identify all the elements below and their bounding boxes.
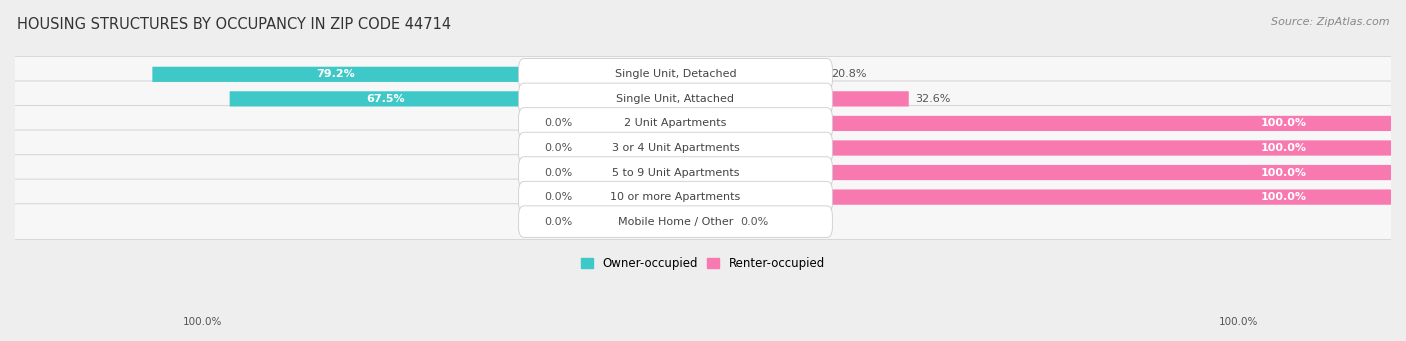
Text: 100.0%: 100.0% [183, 317, 222, 327]
FancyBboxPatch shape [579, 116, 675, 131]
Text: 67.5%: 67.5% [367, 94, 405, 104]
Text: 100.0%: 100.0% [1219, 317, 1258, 327]
FancyBboxPatch shape [519, 108, 832, 139]
Text: Mobile Home / Other: Mobile Home / Other [617, 217, 733, 227]
FancyBboxPatch shape [579, 165, 675, 180]
Text: 0.0%: 0.0% [544, 143, 572, 153]
FancyBboxPatch shape [11, 81, 1395, 117]
Text: Source: ZipAtlas.com: Source: ZipAtlas.com [1271, 17, 1389, 27]
FancyBboxPatch shape [11, 154, 1395, 190]
FancyBboxPatch shape [579, 190, 675, 205]
FancyBboxPatch shape [675, 116, 1391, 131]
FancyBboxPatch shape [152, 67, 675, 82]
Text: 0.0%: 0.0% [544, 167, 572, 178]
FancyBboxPatch shape [229, 91, 675, 106]
FancyBboxPatch shape [519, 181, 832, 213]
Text: 0.0%: 0.0% [544, 118, 572, 129]
FancyBboxPatch shape [11, 105, 1395, 142]
Text: 79.2%: 79.2% [316, 69, 354, 79]
Text: 100.0%: 100.0% [1261, 118, 1306, 129]
FancyBboxPatch shape [675, 91, 908, 106]
Text: 10 or more Apartments: 10 or more Apartments [610, 192, 741, 202]
Text: 100.0%: 100.0% [1261, 167, 1306, 178]
Text: Single Unit, Attached: Single Unit, Attached [616, 94, 734, 104]
FancyBboxPatch shape [675, 67, 824, 82]
FancyBboxPatch shape [675, 140, 1391, 155]
FancyBboxPatch shape [519, 59, 832, 90]
Text: 32.6%: 32.6% [915, 94, 950, 104]
FancyBboxPatch shape [675, 165, 1391, 180]
Legend: Owner-occupied, Renter-occupied: Owner-occupied, Renter-occupied [576, 252, 830, 275]
Text: 5 to 9 Unit Apartments: 5 to 9 Unit Apartments [612, 167, 740, 178]
FancyBboxPatch shape [579, 214, 675, 229]
Text: 0.0%: 0.0% [740, 217, 769, 227]
Text: 3 or 4 Unit Apartments: 3 or 4 Unit Apartments [612, 143, 740, 153]
Text: HOUSING STRUCTURES BY OCCUPANCY IN ZIP CODE 44714: HOUSING STRUCTURES BY OCCUPANCY IN ZIP C… [17, 17, 451, 32]
FancyBboxPatch shape [675, 190, 1391, 205]
Text: 100.0%: 100.0% [1261, 192, 1306, 202]
FancyBboxPatch shape [519, 132, 832, 164]
FancyBboxPatch shape [11, 204, 1395, 239]
Text: 0.0%: 0.0% [544, 217, 572, 227]
FancyBboxPatch shape [519, 83, 832, 115]
FancyBboxPatch shape [579, 140, 675, 155]
FancyBboxPatch shape [11, 130, 1395, 166]
FancyBboxPatch shape [519, 206, 832, 237]
FancyBboxPatch shape [11, 179, 1395, 215]
Text: 100.0%: 100.0% [1261, 143, 1306, 153]
FancyBboxPatch shape [675, 214, 734, 229]
FancyBboxPatch shape [11, 56, 1395, 92]
FancyBboxPatch shape [519, 157, 832, 188]
Text: Single Unit, Detached: Single Unit, Detached [614, 69, 737, 79]
Text: 0.0%: 0.0% [544, 192, 572, 202]
Text: 2 Unit Apartments: 2 Unit Apartments [624, 118, 727, 129]
Text: 20.8%: 20.8% [831, 69, 866, 79]
